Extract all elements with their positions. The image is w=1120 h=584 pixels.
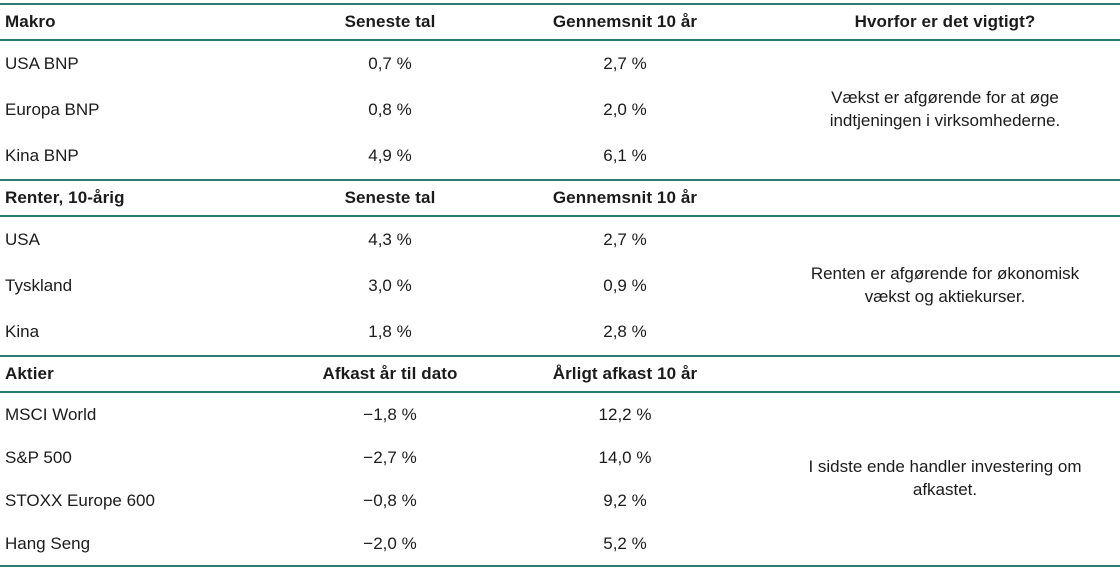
- row-label: Europa BNP: [5, 100, 100, 119]
- value-latest: −0,8 %: [363, 490, 417, 510]
- column-header-afkast-ytd: Afkast år til dato: [322, 364, 458, 383]
- row-label: S&P 500: [5, 447, 72, 467]
- value-average: 14,0 %: [598, 447, 652, 467]
- value-latest: 1,8 %: [368, 322, 412, 341]
- section-title-makro: Makro: [5, 12, 56, 31]
- value-latest: −2,7 %: [363, 447, 417, 467]
- section-note-renter: Renten er afgørende for økonomisk vækst …: [810, 264, 1080, 306]
- column-header-hvorfor: Hvorfor er det vigtigt?: [854, 12, 1036, 31]
- section-header-makro: Makro Seneste tal Gennemsnit 10 år Hvorf…: [0, 3, 1120, 41]
- column-header-afkast-10aar: Årligt afkast 10 år: [552, 364, 698, 383]
- value-average: 9,2 %: [603, 490, 647, 510]
- column-header-seneste-tal: Seneste tal: [344, 12, 436, 31]
- section-title-renter: Renter, 10-årig: [5, 188, 125, 207]
- column-header-gennemsnit: Gennemsnit 10 år: [552, 188, 698, 207]
- value-latest: 0,7 %: [368, 54, 412, 73]
- section-header-renter: Renter, 10-årig Seneste tal Gennemsnit 1…: [0, 179, 1120, 217]
- value-average: 0,9 %: [603, 276, 647, 295]
- row-label: STOXX Europe 600: [5, 490, 155, 510]
- row-label: USA: [5, 230, 40, 249]
- value-average: 2,7 %: [603, 230, 647, 249]
- section-title-aktier: Aktier: [5, 364, 54, 383]
- value-average: 5,2 %: [603, 533, 647, 553]
- column-header-gennemsnit: Gennemsnit 10 år: [552, 12, 698, 31]
- row-label: USA BNP: [5, 54, 79, 73]
- value-average: 2,0 %: [603, 100, 647, 119]
- section-body-aktier: MSCI World −1,8 % 12,2 % S&P 500 −2,7 % …: [0, 393, 1120, 567]
- value-latest: 3,0 %: [368, 276, 412, 295]
- section-note-makro: Vækst er afgørende for at øge indtjening…: [829, 88, 1061, 130]
- row-label: Tyskland: [5, 276, 73, 295]
- value-average: 2,8 %: [603, 322, 647, 341]
- row-label: Kina BNP: [5, 146, 79, 165]
- section-body-makro: USA BNP 0,7 % 2,7 % Europa BNP 0,8 % 2,0…: [0, 41, 1120, 179]
- row-label: Hang Seng: [5, 533, 91, 553]
- row-label: Kina: [5, 322, 40, 341]
- section-header-aktier: Aktier Afkast år til dato Årligt afkast …: [0, 355, 1120, 393]
- value-latest: 0,8 %: [368, 100, 412, 119]
- value-latest: 4,3 %: [368, 230, 412, 249]
- value-average: 2,7 %: [603, 54, 647, 73]
- section-note-aktier: I sidste ende handler investering om afk…: [808, 457, 1082, 499]
- value-latest: −1,8 %: [363, 404, 417, 424]
- row-label: MSCI World: [5, 404, 97, 424]
- column-header-seneste-tal: Seneste tal: [344, 188, 436, 207]
- value-latest: −2,0 %: [363, 533, 417, 553]
- value-average: 6,1 %: [603, 146, 647, 165]
- value-latest: 4,9 %: [368, 146, 412, 165]
- section-body-renter: USA 4,3 % 2,7 % Tyskland 3,0 % 0,9 % Kin…: [0, 217, 1120, 355]
- value-average: 12,2 %: [598, 404, 652, 424]
